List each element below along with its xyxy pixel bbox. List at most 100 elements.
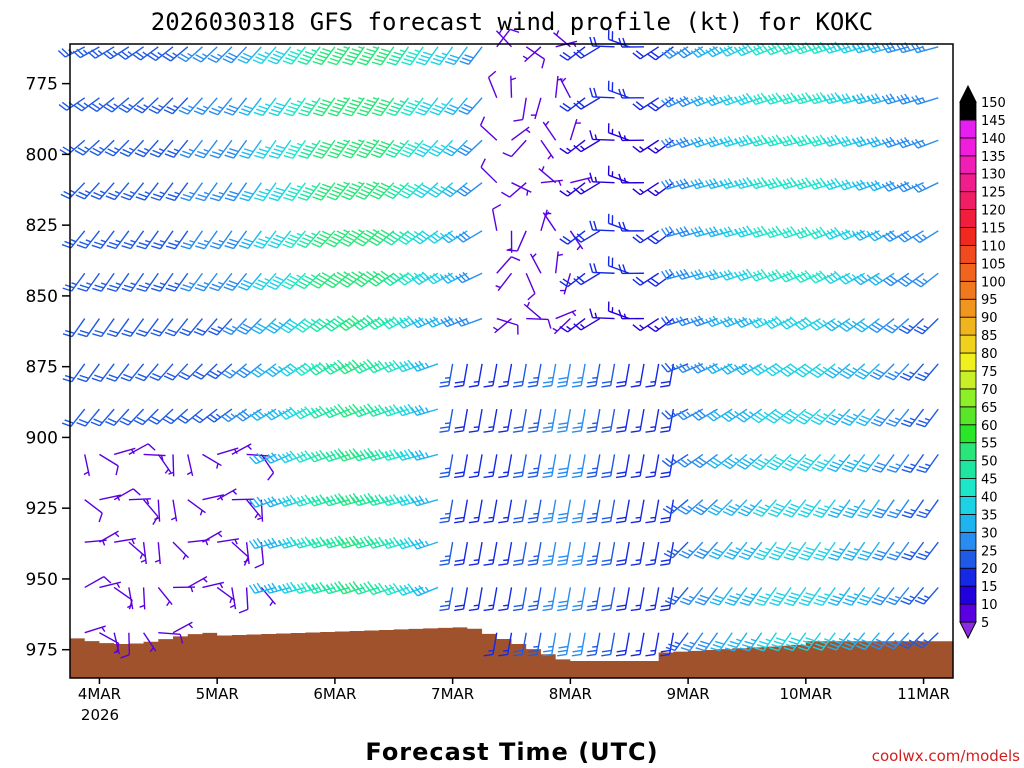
wind-barb (222, 46, 248, 64)
barb-feather (252, 497, 260, 507)
barb-feather (210, 327, 221, 333)
barb-half-feather (671, 458, 677, 463)
barb-feather (267, 497, 275, 506)
barb-feather (727, 45, 735, 54)
barb-feather (252, 411, 262, 419)
barb-feather (271, 151, 281, 156)
barb-half-feather (547, 555, 554, 558)
barb-feather (264, 412, 272, 421)
barb-half-feather (204, 540, 209, 546)
barb-feather (705, 97, 713, 106)
barb-feather (209, 154, 220, 159)
barb-feather (874, 93, 882, 102)
barb-feather (873, 641, 883, 647)
wind-barb (207, 363, 233, 380)
wind-barb (264, 363, 292, 378)
barb-feather (873, 418, 883, 424)
wind-barb (512, 454, 527, 479)
wind-barb (468, 587, 483, 612)
barb-feather (513, 559, 524, 562)
colorbar-segment (959, 549, 977, 569)
barb-half-feather (533, 467, 539, 470)
wind-barb (231, 443, 252, 456)
barb-feather (874, 511, 884, 516)
barb-feather (826, 230, 834, 239)
wind-barb (195, 182, 218, 202)
barb-half-feather (650, 649, 656, 652)
barb-feather (253, 244, 263, 249)
barb-half-feather (277, 540, 282, 546)
barb-feather (601, 563, 611, 566)
barb-feather (351, 315, 360, 323)
barb-feather (370, 538, 378, 548)
barb-feather (694, 227, 701, 236)
barb-feather (774, 362, 784, 370)
barb-feather (815, 643, 825, 648)
barb-feather (815, 228, 823, 237)
barb-feather (352, 535, 360, 545)
wind-barb (795, 408, 822, 425)
barb-feather (381, 48, 391, 53)
barb-feather (434, 104, 445, 110)
wind-barb (734, 176, 762, 190)
wind-barb (170, 499, 178, 522)
barb-feather (917, 373, 927, 379)
barb-feather (410, 540, 418, 550)
wind-barb (191, 408, 218, 424)
barb-half-feather (492, 326, 499, 331)
barb-feather (334, 51, 344, 56)
barb-feather (690, 365, 699, 374)
barb-feather (834, 92, 841, 101)
x-axis: 4MAR 5MAR 6MAR 7MAR 8MAR 9MAR 10MAR 11MAR (78, 678, 950, 703)
barb-feather (180, 53, 190, 60)
barb-feather (815, 319, 824, 327)
wind-barb (783, 587, 807, 607)
barb-feather (753, 95, 760, 104)
barb-feather (254, 563, 264, 569)
barb-feather (256, 108, 266, 113)
wind-barb (569, 118, 581, 141)
wind-barb (555, 309, 577, 320)
barb-feather (900, 182, 908, 191)
barb-feather (837, 44, 845, 54)
barb-feather (344, 319, 354, 327)
barb-feather (440, 516, 450, 520)
barb-feather (148, 419, 158, 425)
wind-barb (113, 447, 136, 456)
barb-half-feather (114, 147, 120, 151)
wind-barb (840, 408, 866, 426)
colorbar-label: 105 (981, 257, 1006, 272)
barb-feather (683, 95, 691, 104)
barb-feather (823, 324, 833, 332)
barb-feather (727, 598, 737, 603)
barb-feather (635, 50, 645, 58)
barb-feather (785, 509, 795, 515)
barb-feather (808, 95, 815, 104)
wind-barb (675, 226, 703, 238)
barb-feather (587, 516, 597, 520)
barb-feather (846, 414, 856, 421)
barb-feather (727, 644, 737, 649)
barb-feather (571, 520, 582, 524)
barb-feather (121, 332, 131, 337)
wind-barb (586, 632, 601, 657)
barb-feather (512, 563, 523, 566)
barb-feather (293, 454, 301, 463)
barb-feather (844, 228, 853, 237)
wind-barb (615, 587, 630, 612)
barb-half-feather (311, 100, 317, 104)
wind-barb-layer (57, 28, 939, 659)
barb-feather (744, 595, 754, 600)
barb-half-feather (310, 274, 317, 279)
wind-barb (827, 499, 851, 519)
barb-feather (256, 452, 264, 461)
barb-feather (632, 236, 641, 244)
barb-feather (615, 384, 626, 388)
barb-feather (559, 54, 569, 61)
barb-feather (282, 538, 289, 548)
barb-feather (742, 644, 752, 649)
barb-feather (839, 373, 849, 380)
barb-feather (289, 319, 299, 326)
barb-feather (359, 450, 367, 459)
